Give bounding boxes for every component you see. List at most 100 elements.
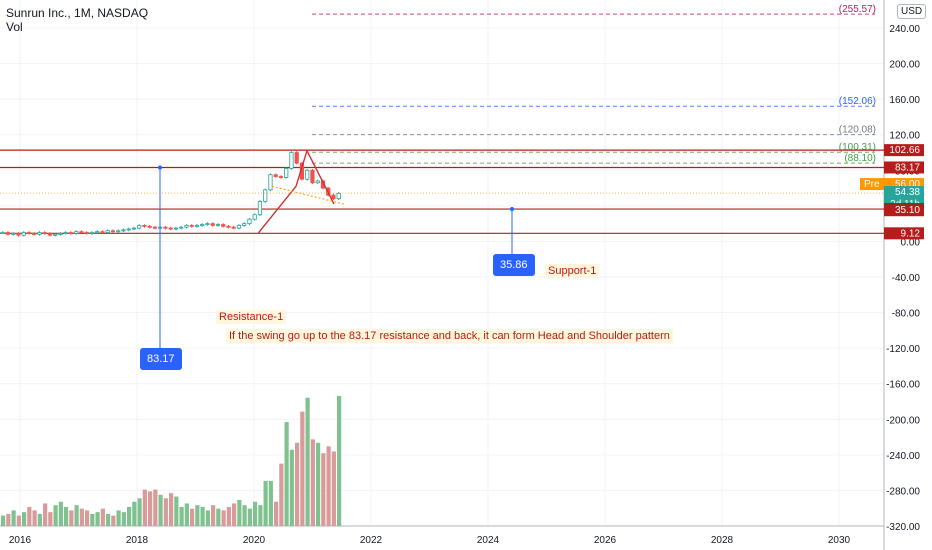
- volume-bar: [174, 496, 179, 526]
- volume-bar: [289, 449, 294, 526]
- fib-level-label: (88.10): [844, 153, 876, 164]
- volume-bar: [53, 505, 58, 526]
- volume-bar: [337, 396, 342, 526]
- volume-bar: [1, 515, 6, 526]
- fib-level-label: (152.06): [839, 96, 876, 107]
- volume-bar: [6, 513, 11, 526]
- resistance-label: Resistance-1: [216, 310, 287, 324]
- fib-level-label: (100.31): [839, 142, 876, 153]
- candle-body: [200, 224, 205, 226]
- volume-indicator-label[interactable]: Vol: [6, 20, 23, 34]
- pre-tag-box: [860, 178, 884, 191]
- volume-bar: [11, 510, 16, 526]
- volume-bar: [111, 515, 116, 526]
- volume-bar: [16, 515, 21, 526]
- candle-body: [42, 232, 47, 234]
- volume-bar: [305, 397, 310, 526]
- volume-bar: [331, 451, 336, 526]
- fib-level-label: (120.08): [839, 125, 876, 136]
- volume-bar: [37, 513, 42, 526]
- orange-trendline: [271, 185, 345, 205]
- price-tag-box: [884, 144, 924, 157]
- volume-bar: [184, 503, 189, 526]
- volume-bar: [179, 506, 184, 526]
- volume-bar: [295, 442, 300, 526]
- candle-body: [53, 233, 58, 236]
- volume-bar: [279, 463, 284, 526]
- currency-button[interactable]: USD: [897, 4, 927, 19]
- volume-bar: [247, 508, 252, 526]
- volume-bar: [64, 506, 69, 526]
- measure-label-83: 83.17: [140, 348, 182, 370]
- price-tag-label: 83.17: [895, 162, 920, 173]
- candle-body: [16, 233, 21, 236]
- y-tick-label: 120.00: [889, 131, 920, 142]
- candle-body: [289, 152, 294, 169]
- volume-bar: [163, 498, 168, 526]
- volume-bar: [211, 505, 216, 526]
- y-tick-label: 160.00: [889, 95, 920, 106]
- candle-body: [294, 152, 299, 164]
- price-tag-label: 102.66: [889, 145, 920, 156]
- y-tick-label: 0.00: [901, 237, 921, 248]
- candle-body: [247, 218, 252, 225]
- y-tick-label: -240.00: [886, 451, 920, 462]
- candle-body: [105, 230, 110, 233]
- volume-bar: [69, 510, 74, 526]
- y-tick-label: 240.00: [889, 24, 920, 35]
- candle-body: [126, 228, 131, 231]
- volume-bar: [79, 508, 84, 526]
- volume-bar: [43, 503, 48, 526]
- volume-bar: [226, 506, 231, 526]
- volume-bar: [153, 489, 158, 526]
- candle-body: [5, 232, 11, 235]
- volume-bar: [132, 501, 137, 526]
- x-tick-label: 2030: [828, 535, 851, 546]
- volume-bar: [95, 512, 100, 526]
- volume-bar: [121, 512, 126, 526]
- candle-body: [58, 233, 63, 235]
- x-tick-label: 2022: [360, 535, 383, 546]
- volume-bar: [195, 505, 200, 526]
- candle-body: [273, 174, 278, 177]
- volume-bar: [310, 439, 315, 526]
- candle-body: [32, 233, 37, 235]
- volume-bar: [90, 513, 95, 526]
- candle-body: [84, 232, 89, 234]
- candle-body: [205, 223, 210, 226]
- candle-body: [110, 230, 116, 233]
- candle-body: [116, 230, 121, 233]
- candle-body: [137, 225, 142, 229]
- volume-bar: [58, 501, 63, 526]
- candle-body: [63, 232, 68, 234]
- volume-bar: [237, 500, 242, 526]
- candle-body: [263, 189, 268, 202]
- candle-body: [305, 169, 310, 180]
- volume-bar: [300, 411, 305, 526]
- candle-body: [194, 225, 200, 227]
- candle-body: [142, 225, 147, 227]
- volume-bar: [326, 446, 331, 526]
- price-tag-label: 9.12: [901, 228, 921, 239]
- volume-bar: [263, 480, 268, 526]
- candle-body: [74, 231, 79, 234]
- volume-bar: [100, 508, 105, 526]
- candle-body: [152, 226, 158, 229]
- candle-body: [215, 224, 221, 226]
- y-tick-label: -160.00: [886, 380, 920, 391]
- chart-title: Sunrun Inc., 1M, NASDAQ: [6, 6, 149, 20]
- y-tick-label: -320.00: [886, 522, 920, 533]
- candle-body: [284, 168, 289, 178]
- volume-bar: [142, 489, 147, 526]
- candle-body: [189, 225, 194, 227]
- pattern-note: If the swing go up to the 83.17 resistan…: [226, 329, 673, 343]
- candle-body: [100, 231, 105, 234]
- volume-bar: [106, 513, 111, 526]
- volume-bar: [274, 501, 279, 526]
- candle-body: [210, 223, 215, 226]
- candle-body: [26, 232, 32, 234]
- y-tick-label: -120.00: [886, 344, 920, 355]
- x-tick-label: 2026: [594, 535, 617, 546]
- x-tick-label: 2024: [477, 535, 500, 546]
